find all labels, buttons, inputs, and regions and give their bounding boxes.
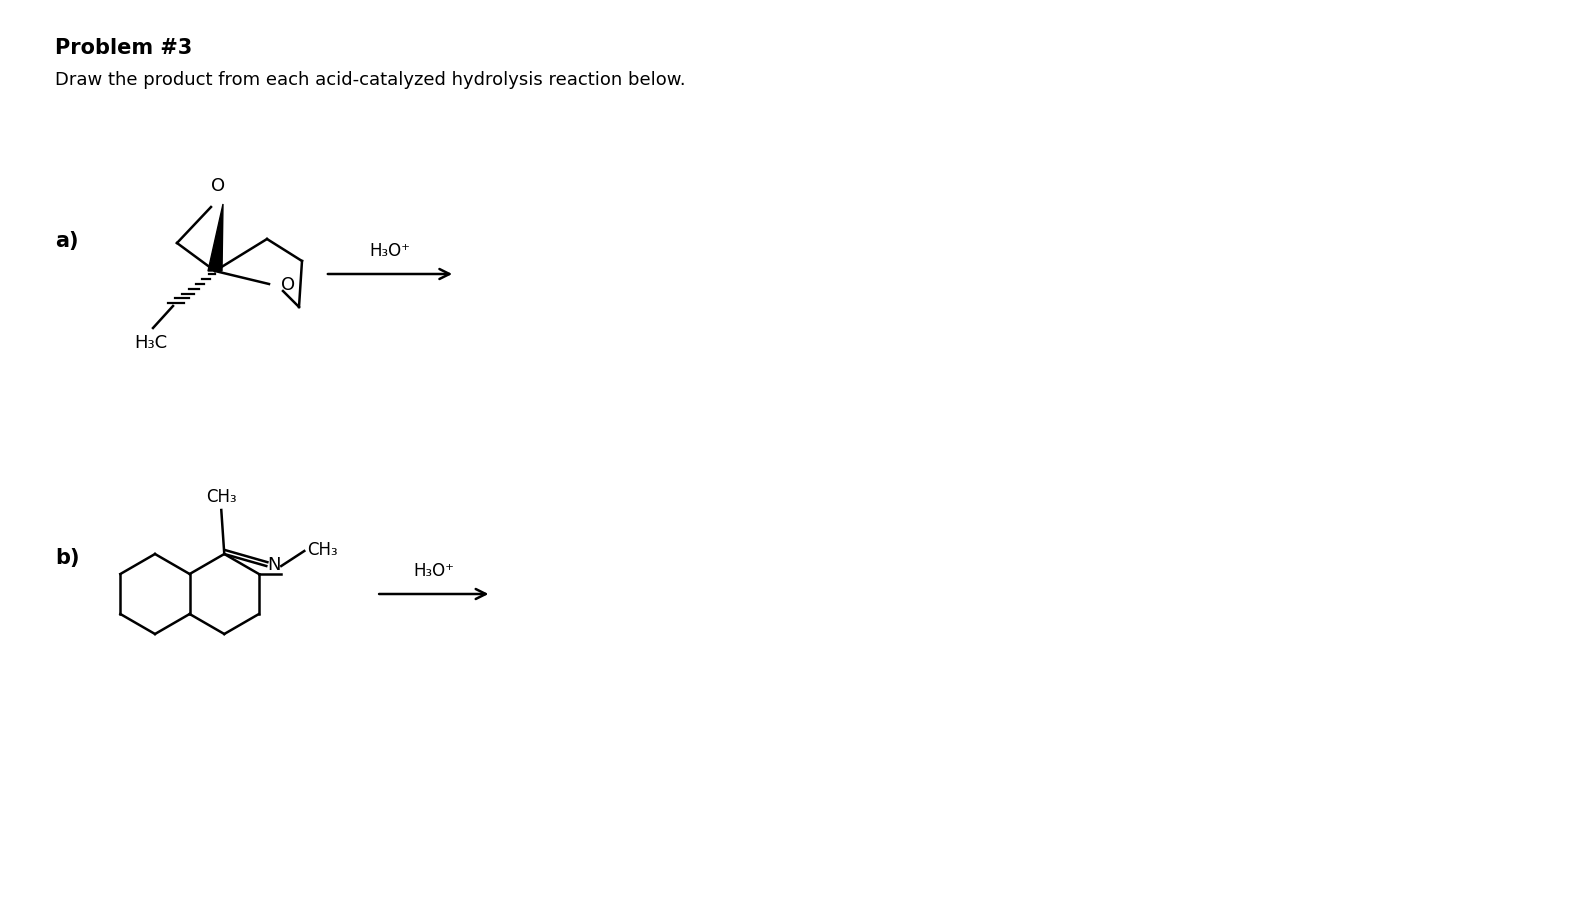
Text: O: O xyxy=(281,276,295,294)
Text: O: O xyxy=(211,177,225,195)
Text: CH₃: CH₃ xyxy=(308,541,338,559)
Text: H₃O⁺: H₃O⁺ xyxy=(413,562,455,580)
Text: Draw the product from each acid-catalyzed hydrolysis reaction below.: Draw the product from each acid-catalyze… xyxy=(54,71,686,89)
Text: CH₃: CH₃ xyxy=(206,488,236,506)
Text: Problem #3: Problem #3 xyxy=(54,38,192,58)
Text: a): a) xyxy=(54,231,78,251)
Text: H₃O⁺: H₃O⁺ xyxy=(370,242,410,260)
Polygon shape xyxy=(207,204,223,271)
Text: H₃C: H₃C xyxy=(134,334,168,352)
Text: b): b) xyxy=(54,548,80,568)
Text: N: N xyxy=(267,556,281,574)
